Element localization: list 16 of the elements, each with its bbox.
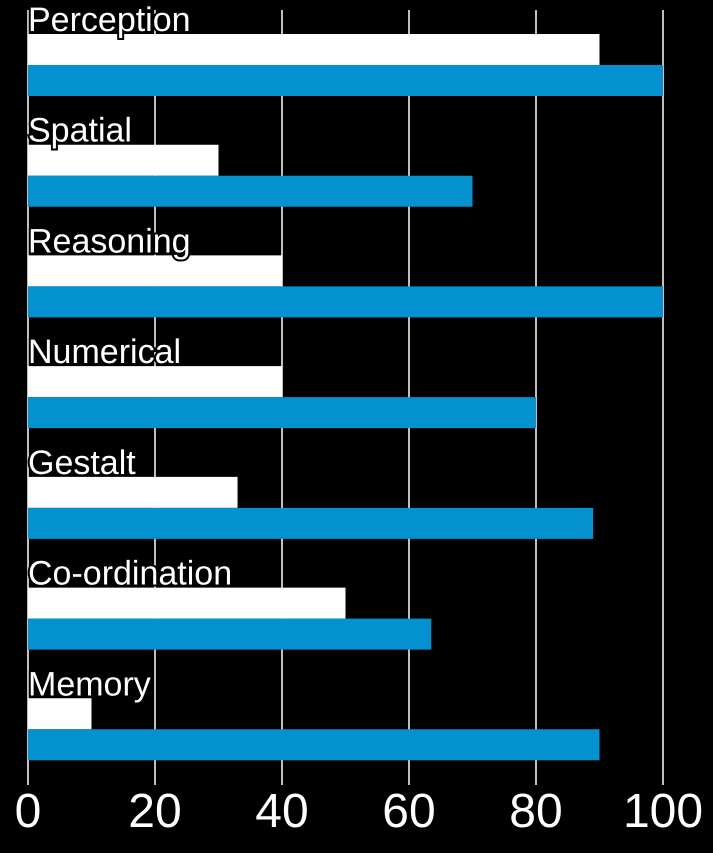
x-tick-label: 100 (622, 785, 704, 838)
x-tick-label: 0 (14, 785, 42, 838)
bar (28, 618, 432, 650)
x-tick-label: 20 (128, 785, 182, 838)
y-tick-label: Memory (28, 665, 151, 704)
y-tick-label: Gestalt (28, 444, 136, 482)
bar (28, 176, 472, 207)
bar (28, 286, 663, 318)
x-tick-label: 40 (255, 785, 309, 838)
bar (28, 65, 663, 96)
y-tick-label: Spatial (28, 112, 132, 150)
x-tick-label: 80 (509, 785, 563, 838)
bar (28, 508, 594, 539)
bar (28, 397, 536, 428)
bar (28, 729, 600, 760)
x-tick-label: 60 (382, 785, 436, 838)
